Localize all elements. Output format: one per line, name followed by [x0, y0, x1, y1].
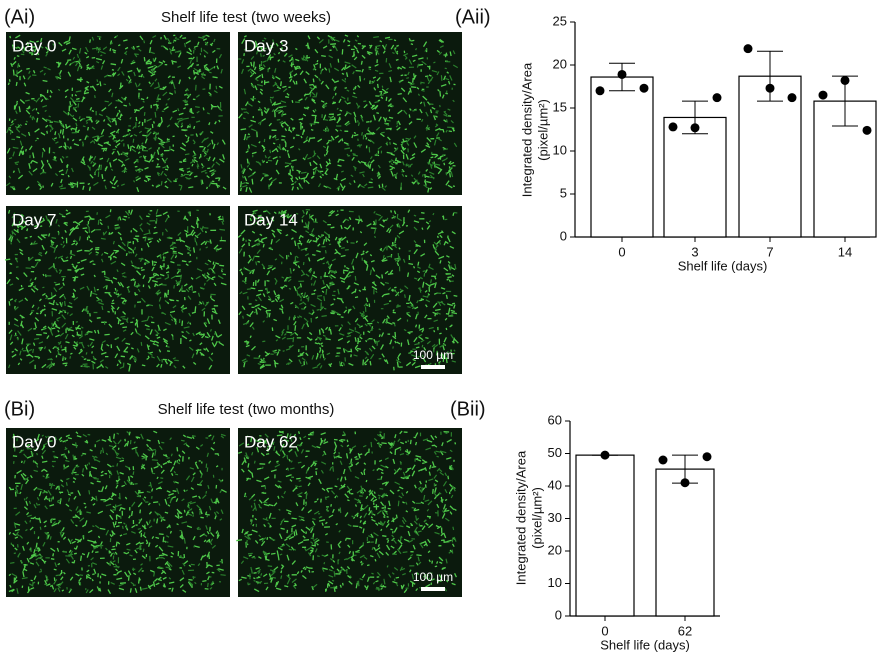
y-tick-label: 0 [560, 228, 567, 243]
data-point [595, 86, 605, 96]
y-tick-label: 15 [553, 99, 567, 114]
scale-label: 100 µm [413, 570, 453, 584]
x-tick-label: 3 [691, 244, 698, 259]
data-point [690, 123, 700, 133]
panel-label: (Aii) [455, 6, 491, 28]
data-point [787, 93, 797, 103]
panel-label: (Ai) [4, 6, 35, 28]
data-point [658, 455, 668, 465]
bar [655, 468, 715, 617]
image-label: Day 7 [12, 210, 56, 229]
x-axis-title: Shelf life (days) [678, 258, 768, 273]
y-tick-label: 10 [548, 575, 562, 590]
cell-texture [238, 36, 459, 191]
data-point [765, 83, 775, 93]
image-label: Day 14 [244, 210, 298, 229]
bar [575, 454, 635, 617]
data-point [862, 125, 872, 135]
panel-title: Shelf life test (two weeks) [161, 9, 331, 26]
cell-texture [236, 430, 457, 594]
data-point [712, 93, 722, 103]
cell-texture [4, 209, 227, 372]
y-axis-title: Integrated density/Area [513, 450, 528, 585]
micrograph [238, 206, 462, 374]
image-label: Day 3 [244, 36, 288, 55]
y-axis-title: (pixel/µm²) [529, 487, 544, 549]
cell-texture [238, 209, 458, 369]
data-point [600, 450, 610, 460]
data-point [680, 478, 690, 488]
y-tick-label: 40 [548, 477, 562, 492]
x-axis-title: Shelf life (days) [600, 637, 690, 652]
cell-texture [9, 431, 226, 594]
bar [590, 76, 654, 238]
image-label: Day 62 [244, 432, 298, 451]
panel-label: (Bii) [450, 398, 486, 420]
bar [663, 116, 727, 238]
y-tick-label: 50 [548, 445, 562, 460]
y-tick-label: 0 [555, 607, 562, 622]
y-tick-label: 25 [553, 13, 567, 28]
data-point [840, 75, 850, 85]
x-tick-label: 0 [601, 623, 608, 638]
x-tick-label: 14 [838, 244, 852, 259]
data-point [702, 452, 712, 462]
cell-texture [238, 431, 457, 592]
y-tick-label: 20 [548, 542, 562, 557]
data-point [668, 122, 678, 132]
y-axis-title: (pixel/µm²) [535, 99, 550, 161]
scale-bar [421, 587, 445, 591]
image-label: Day 0 [12, 432, 56, 451]
y-tick-label: 5 [560, 185, 567, 200]
y-tick-label: 30 [548, 510, 562, 525]
data-point [639, 83, 649, 93]
x-tick-label: 0 [618, 244, 625, 259]
data-point [818, 90, 828, 100]
image-label: Day 0 [12, 36, 56, 55]
panel-title: Shelf life test (two months) [158, 401, 335, 418]
scale-bar [421, 365, 445, 369]
cell-texture [5, 34, 223, 191]
x-tick-label: 62 [678, 623, 692, 638]
y-axis-title: Integrated density/Area [519, 62, 534, 197]
x-tick-label: 7 [766, 244, 773, 259]
y-tick-label: 10 [553, 142, 567, 157]
panel-label: (Bi) [4, 398, 35, 420]
y-tick-label: 20 [553, 56, 567, 71]
data-point [743, 44, 753, 54]
y-tick-label: 60 [548, 412, 562, 427]
cell-texture [8, 209, 226, 370]
bar [738, 75, 802, 238]
scale-label: 100 µm [413, 348, 453, 362]
data-point [617, 69, 627, 79]
